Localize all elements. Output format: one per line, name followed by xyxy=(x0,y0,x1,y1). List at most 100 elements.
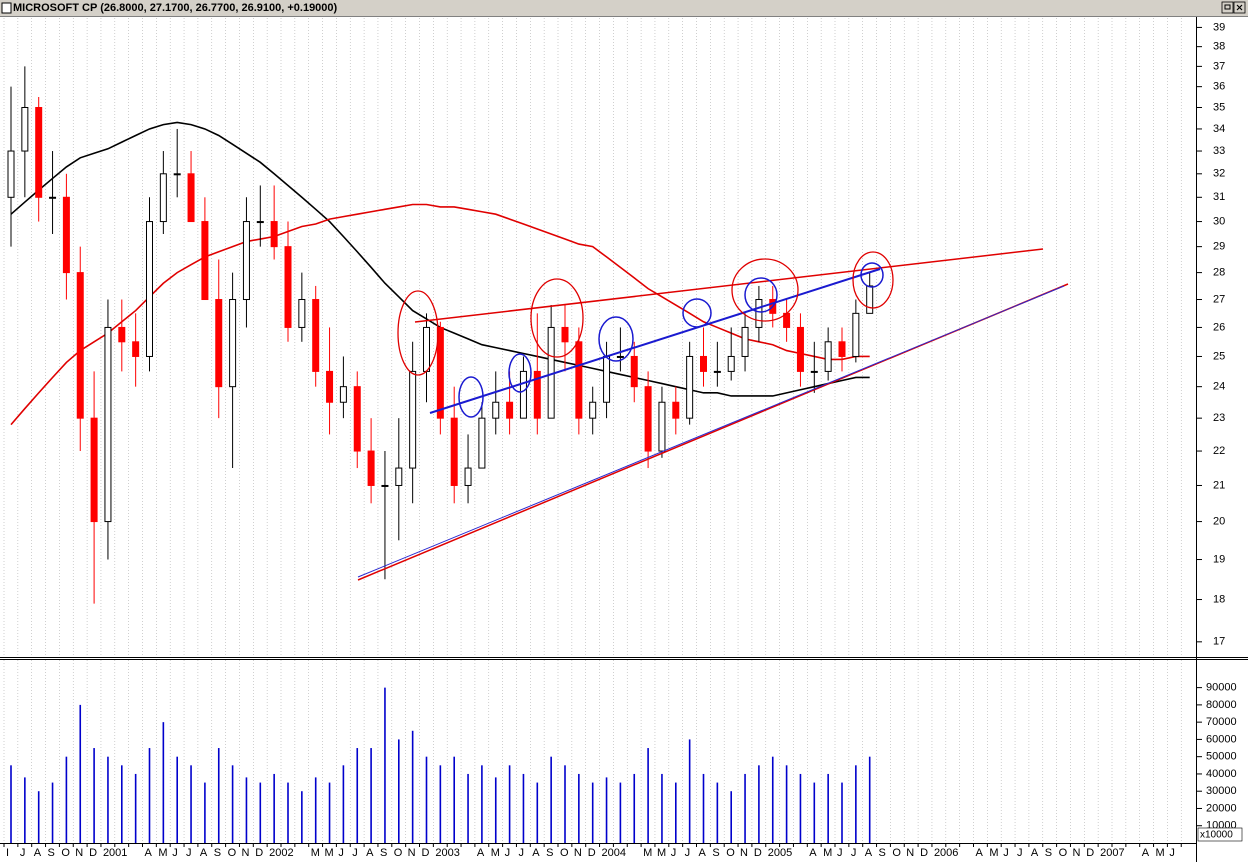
x-tick-label: J xyxy=(685,847,691,859)
volume-bar xyxy=(411,730,414,843)
candle-body xyxy=(159,173,167,223)
candle-body xyxy=(519,370,527,419)
red-circle xyxy=(397,290,439,376)
volume-bar xyxy=(467,773,469,843)
volume-tick-label: 40000 xyxy=(1206,768,1237,780)
candle-body xyxy=(700,355,707,372)
x-tick-label: J xyxy=(20,847,26,859)
candle-body xyxy=(741,326,749,357)
x-tick-label: M xyxy=(491,847,500,859)
red-circle xyxy=(530,278,584,358)
x-tick-label: J xyxy=(851,847,857,859)
volume-bar xyxy=(342,765,345,843)
y-tick-label: 37 xyxy=(1213,60,1225,72)
volume-bar xyxy=(107,756,109,843)
x-tick-label: 2005 xyxy=(768,847,792,859)
y-tick-label: 32 xyxy=(1213,168,1225,180)
x-tick-label: N xyxy=(75,847,83,859)
candle-body xyxy=(409,370,417,469)
volume-bar xyxy=(287,782,289,843)
candle-body xyxy=(686,355,694,419)
x-tick-label: O xyxy=(61,847,70,859)
x-tick-label: A xyxy=(809,847,817,859)
x-tick-label: M xyxy=(657,847,666,859)
volume-bar xyxy=(439,765,442,843)
y-tick-label: 39 xyxy=(1213,21,1225,33)
candle-body xyxy=(395,467,403,486)
y-tick-label: 20 xyxy=(1213,515,1225,527)
volume-bar xyxy=(661,773,663,843)
volume-bar xyxy=(744,773,746,843)
volume-bar xyxy=(633,773,636,843)
x-tick-label: 2003 xyxy=(435,847,459,859)
x-tick-label: N xyxy=(740,847,748,859)
candle-body xyxy=(118,326,126,343)
x-tick-label: A xyxy=(1142,847,1150,859)
volume-bar xyxy=(79,704,82,843)
candle-body xyxy=(339,386,347,403)
volume-bar xyxy=(827,773,829,843)
volume-bar xyxy=(730,791,732,843)
volume-bar xyxy=(591,782,594,843)
x-tick-label: O xyxy=(1059,847,1068,859)
volume-bar xyxy=(647,748,649,843)
candle-body xyxy=(630,355,638,388)
volume-bar xyxy=(758,765,760,843)
volume-bar xyxy=(522,773,525,843)
volume-bar xyxy=(65,756,68,843)
candle-body xyxy=(7,150,15,198)
restore-button[interactable] xyxy=(1221,1,1234,14)
x-tick-label: J xyxy=(352,847,358,859)
x-tick-label: O xyxy=(394,847,403,859)
volume-bar xyxy=(855,765,857,843)
x-tick-label: 2004 xyxy=(602,847,626,859)
candle-body xyxy=(478,417,486,469)
y-tick-label: 29 xyxy=(1213,241,1225,253)
volume-unit-label: x10000 xyxy=(1200,830,1233,841)
candle-body xyxy=(755,299,763,328)
volume-bar xyxy=(564,765,566,843)
volume-tick-label: 50000 xyxy=(1206,751,1237,763)
y-tick-label: 28 xyxy=(1213,267,1225,279)
x-tick-label: J xyxy=(671,847,677,859)
x-tick-label: O xyxy=(892,847,901,859)
x-tick-label: O xyxy=(228,847,237,859)
volume-bar xyxy=(245,777,248,843)
candle-body xyxy=(616,355,624,358)
blue-circle xyxy=(598,316,634,362)
volume-bar xyxy=(481,765,483,843)
x-tick-label: M xyxy=(1156,847,1165,859)
x-tick-label: D xyxy=(422,847,430,859)
blue-circle xyxy=(508,353,532,393)
x-tick-label: S xyxy=(546,847,553,859)
y-tick-label: 30 xyxy=(1213,215,1225,227)
x-tick-label: A xyxy=(366,847,374,859)
volume-bar xyxy=(508,765,511,843)
x-tick-label: M xyxy=(823,847,832,859)
candle-body xyxy=(201,221,209,301)
volume-bar xyxy=(868,756,871,843)
candle-body xyxy=(450,417,458,486)
volume-bar xyxy=(813,782,816,843)
volume-bar xyxy=(550,756,552,843)
x-tick-label: S xyxy=(380,847,387,859)
x-tick-label: J xyxy=(172,847,178,859)
x-tick-label: D xyxy=(754,847,762,859)
x-tick-label: N xyxy=(241,847,249,859)
candle-body xyxy=(104,326,112,523)
volume-tick-label: 60000 xyxy=(1206,733,1237,745)
candle-body xyxy=(796,326,804,372)
candle-body xyxy=(866,285,874,314)
candle-body xyxy=(367,450,375,486)
volume-tick-label: 70000 xyxy=(1206,716,1237,728)
x-tick-label: D xyxy=(1086,847,1094,859)
window-icon[interactable] xyxy=(1,2,12,14)
candle-body xyxy=(90,417,98,523)
candle-body xyxy=(229,299,237,388)
candle-body xyxy=(312,299,320,372)
x-tick-label: A xyxy=(532,847,540,859)
x-tick-label: M xyxy=(158,847,167,859)
x-tick-label: A xyxy=(699,847,707,859)
x-tick-label: D xyxy=(588,847,596,859)
